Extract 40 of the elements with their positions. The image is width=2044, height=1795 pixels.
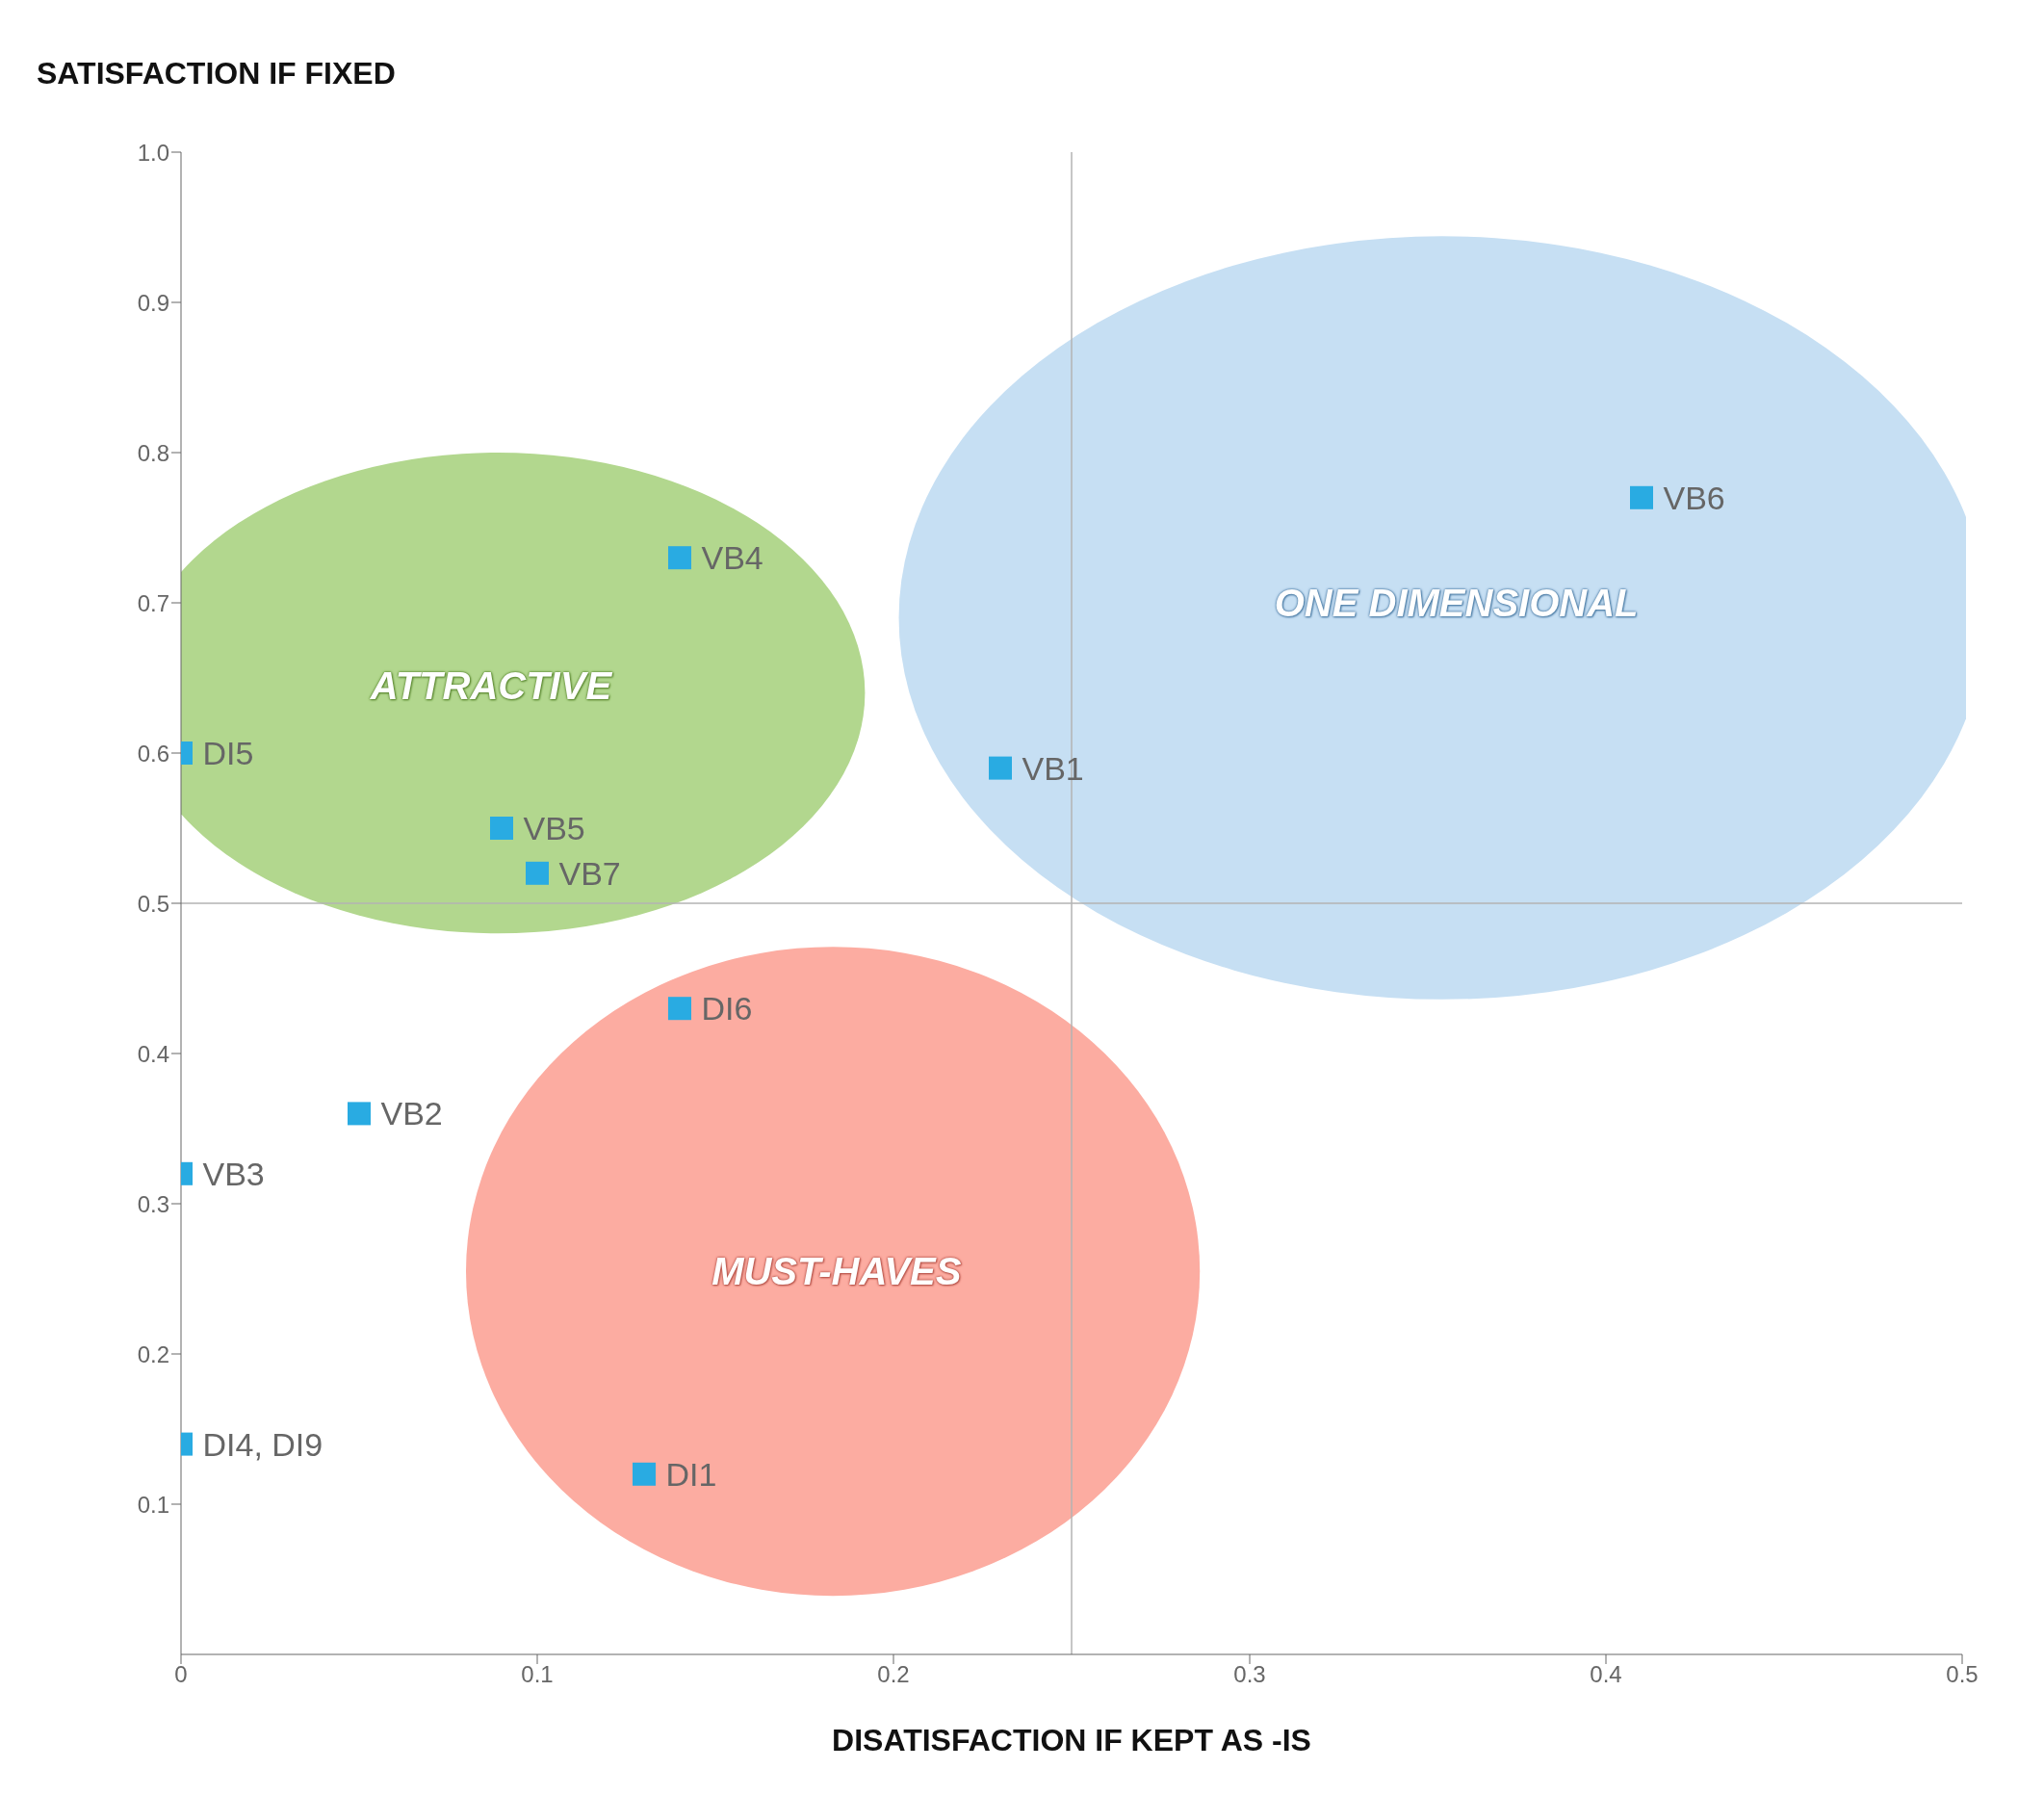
series-label: VB6 — [1663, 479, 1725, 516]
x-tick-label: 0.1 — [521, 1661, 554, 1688]
series-label: DI1 — [665, 1455, 717, 1493]
y-tick-label: 0.9 — [137, 289, 169, 316]
x-tick-label: 0.3 — [1233, 1661, 1266, 1688]
series-label: VB5 — [523, 810, 585, 847]
y-tick-label: 0.4 — [137, 1040, 169, 1067]
series-label: DI5 — [202, 735, 254, 772]
series-label: VB7 — [558, 854, 621, 892]
point — [1630, 485, 1653, 509]
point — [668, 546, 691, 570]
series-label: VB2 — [380, 1095, 443, 1132]
x-tick-label: 0.2 — [877, 1661, 910, 1688]
point — [526, 861, 549, 885]
y-tick-label: 1.0 — [137, 139, 169, 166]
point — [490, 817, 513, 840]
x-tick-label: 0.5 — [1946, 1661, 1979, 1688]
y-tick-label: 0.6 — [137, 740, 169, 767]
annotation: ONE DIMENSIONAL — [1274, 581, 1639, 625]
point — [668, 997, 691, 1021]
x-axis-title: DISATISFACTION IF KEPT AS -IS — [832, 1723, 1311, 1757]
point — [989, 756, 1012, 780]
y-tick-label: 0.1 — [137, 1491, 169, 1518]
series-label: VB3 — [202, 1155, 265, 1192]
series-label: VB1 — [1022, 749, 1084, 787]
y-tick-label: 0.8 — [137, 439, 169, 466]
y-tick-label: 0.3 — [137, 1190, 169, 1217]
series-label: VB4 — [701, 539, 763, 577]
point — [348, 1102, 371, 1126]
y-axis-title: SATISFACTION IF FIXED — [37, 56, 396, 91]
x-tick-label: 0.4 — [1590, 1661, 1622, 1688]
y-tick-label: 0.7 — [137, 589, 169, 616]
point — [633, 1462, 656, 1486]
series-label: DI4, DI9 — [202, 1425, 323, 1463]
annotation: MUST-HAVES — [712, 1249, 962, 1293]
series-label: DI6 — [701, 990, 753, 1028]
y-tick-label: 0.2 — [137, 1340, 169, 1367]
y-tick-label: 0.5 — [137, 890, 169, 917]
x-tick-label: 0 — [174, 1661, 188, 1688]
annotation: ATTRACTIVE — [370, 663, 612, 708]
